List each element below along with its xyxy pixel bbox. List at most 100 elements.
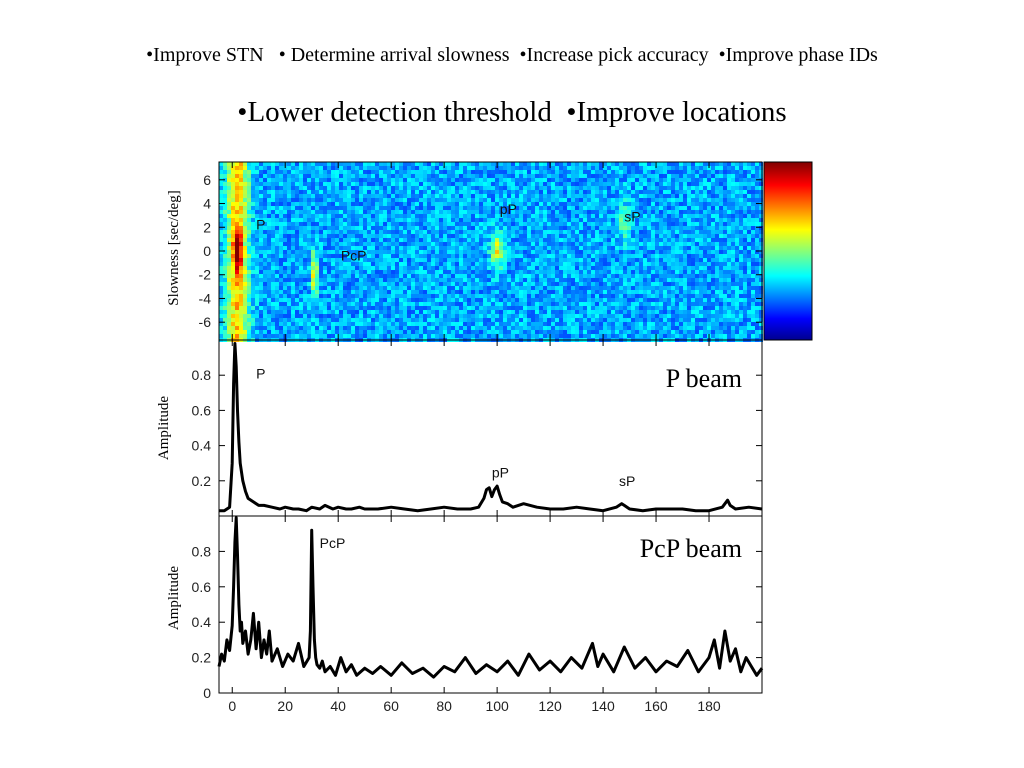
heatmap-cell [631, 234, 635, 238]
heatmap-cell [419, 326, 423, 330]
heatmap-cell [539, 218, 543, 222]
heatmap-cell [467, 162, 471, 166]
heatmap-cell [351, 262, 355, 266]
heatmap-cell [379, 298, 383, 302]
heatmap-cell [379, 274, 383, 278]
heatmap-cell [519, 186, 523, 190]
heatmap-cell [315, 298, 319, 302]
heatmap-cell [483, 334, 487, 338]
heatmap-cell [603, 210, 607, 214]
heatmap-cell [503, 174, 507, 178]
heatmap-cell [499, 214, 503, 218]
heatmap-cell [515, 234, 519, 238]
heatmap-cell [263, 242, 267, 246]
heatmap-cell [455, 182, 459, 186]
heatmap-cell [275, 326, 279, 330]
heatmap-cell [531, 178, 535, 182]
heatmap-cell [499, 274, 503, 278]
heatmap-cell [539, 330, 543, 334]
heatmap-cell [355, 274, 359, 278]
heatmap-cell [535, 282, 539, 286]
heatmap-cell [591, 334, 595, 338]
heatmap-cell [339, 294, 343, 298]
heatmap-cell [623, 290, 627, 294]
heatmap-cell [519, 250, 523, 254]
heatmap-cell [539, 298, 543, 302]
heatmap-cell [275, 318, 279, 322]
heatmap-cell [323, 290, 327, 294]
heatmap-cell [603, 234, 607, 238]
heatmap-cell [659, 302, 663, 306]
heatmap-cell [319, 278, 323, 282]
heatmap-cell [523, 330, 527, 334]
heatmap-cell [295, 182, 299, 186]
heatmap-cell [227, 294, 231, 298]
heatmap-cell [383, 310, 387, 314]
heatmap-cell [371, 294, 375, 298]
heatmap-cell [467, 294, 471, 298]
heatmap-cell [223, 330, 227, 334]
heatmap-cell [607, 294, 611, 298]
heatmap-cell [223, 218, 227, 222]
heatmap-cell [267, 182, 271, 186]
heatmap-cell [311, 274, 315, 278]
heatmap-cell [467, 250, 471, 254]
heatmap-cell [583, 190, 587, 194]
heatmap-cell [303, 318, 307, 322]
heatmap-cell [259, 334, 263, 338]
heatmap-cell [655, 282, 659, 286]
heatmap-cell [463, 242, 467, 246]
heatmap-cell [363, 178, 367, 182]
heatmap-cell [555, 270, 559, 274]
heatmap-cell [455, 286, 459, 290]
heatmap-cell [523, 274, 527, 278]
heatmap-cell [527, 178, 531, 182]
heatmap-cell [267, 302, 271, 306]
heatmap-cell [491, 330, 495, 334]
heatmap-cell [379, 306, 383, 310]
heatmap-cell [231, 178, 235, 182]
heatmap-cell [371, 278, 375, 282]
heatmap-cell [579, 258, 583, 262]
heatmap-cell [435, 306, 439, 310]
heatmap-cell [423, 334, 427, 338]
heatmap-cell [639, 238, 643, 242]
heatmap-cell [659, 234, 663, 238]
heatmap-cell [247, 278, 251, 282]
heatmap-cell [455, 198, 459, 202]
heatmap-cell [263, 286, 267, 290]
heatmap-cell [419, 298, 423, 302]
heatmap-cell [435, 270, 439, 274]
heatmap-cell [635, 174, 639, 178]
heatmap-cell [467, 234, 471, 238]
heatmap-cell [639, 202, 643, 206]
heatmap-cell [415, 274, 419, 278]
heatmap-cell [483, 282, 487, 286]
heatmap-cell [391, 314, 395, 318]
heatmap-cell [379, 314, 383, 318]
heatmap-cell [503, 290, 507, 294]
heatmap-cell [235, 170, 239, 174]
heatmap-cell [287, 214, 291, 218]
heatmap-cell [663, 162, 667, 166]
heatmap-cell [255, 170, 259, 174]
heatmap-cell [503, 210, 507, 214]
heatmap-cell [647, 186, 651, 190]
heatmap-cell [307, 314, 311, 318]
heatmap-cell [343, 306, 347, 310]
heatmap-cell [635, 314, 639, 318]
heatmap-cell [655, 198, 659, 202]
heatmap-cell [503, 186, 507, 190]
heatmap-cell [619, 326, 623, 330]
heatmap-cell [595, 194, 599, 198]
heatmap-cell [363, 294, 367, 298]
heatmap-cell [371, 214, 375, 218]
heatmap-cell [591, 226, 595, 230]
heatmap-cell [515, 282, 519, 286]
heatmap-cell [635, 190, 639, 194]
heatmap-cell [511, 270, 515, 274]
heatmap-cell [619, 230, 623, 234]
heatmap-cell [363, 166, 367, 170]
heatmap-cell [395, 194, 399, 198]
heatmap-cell [299, 170, 303, 174]
